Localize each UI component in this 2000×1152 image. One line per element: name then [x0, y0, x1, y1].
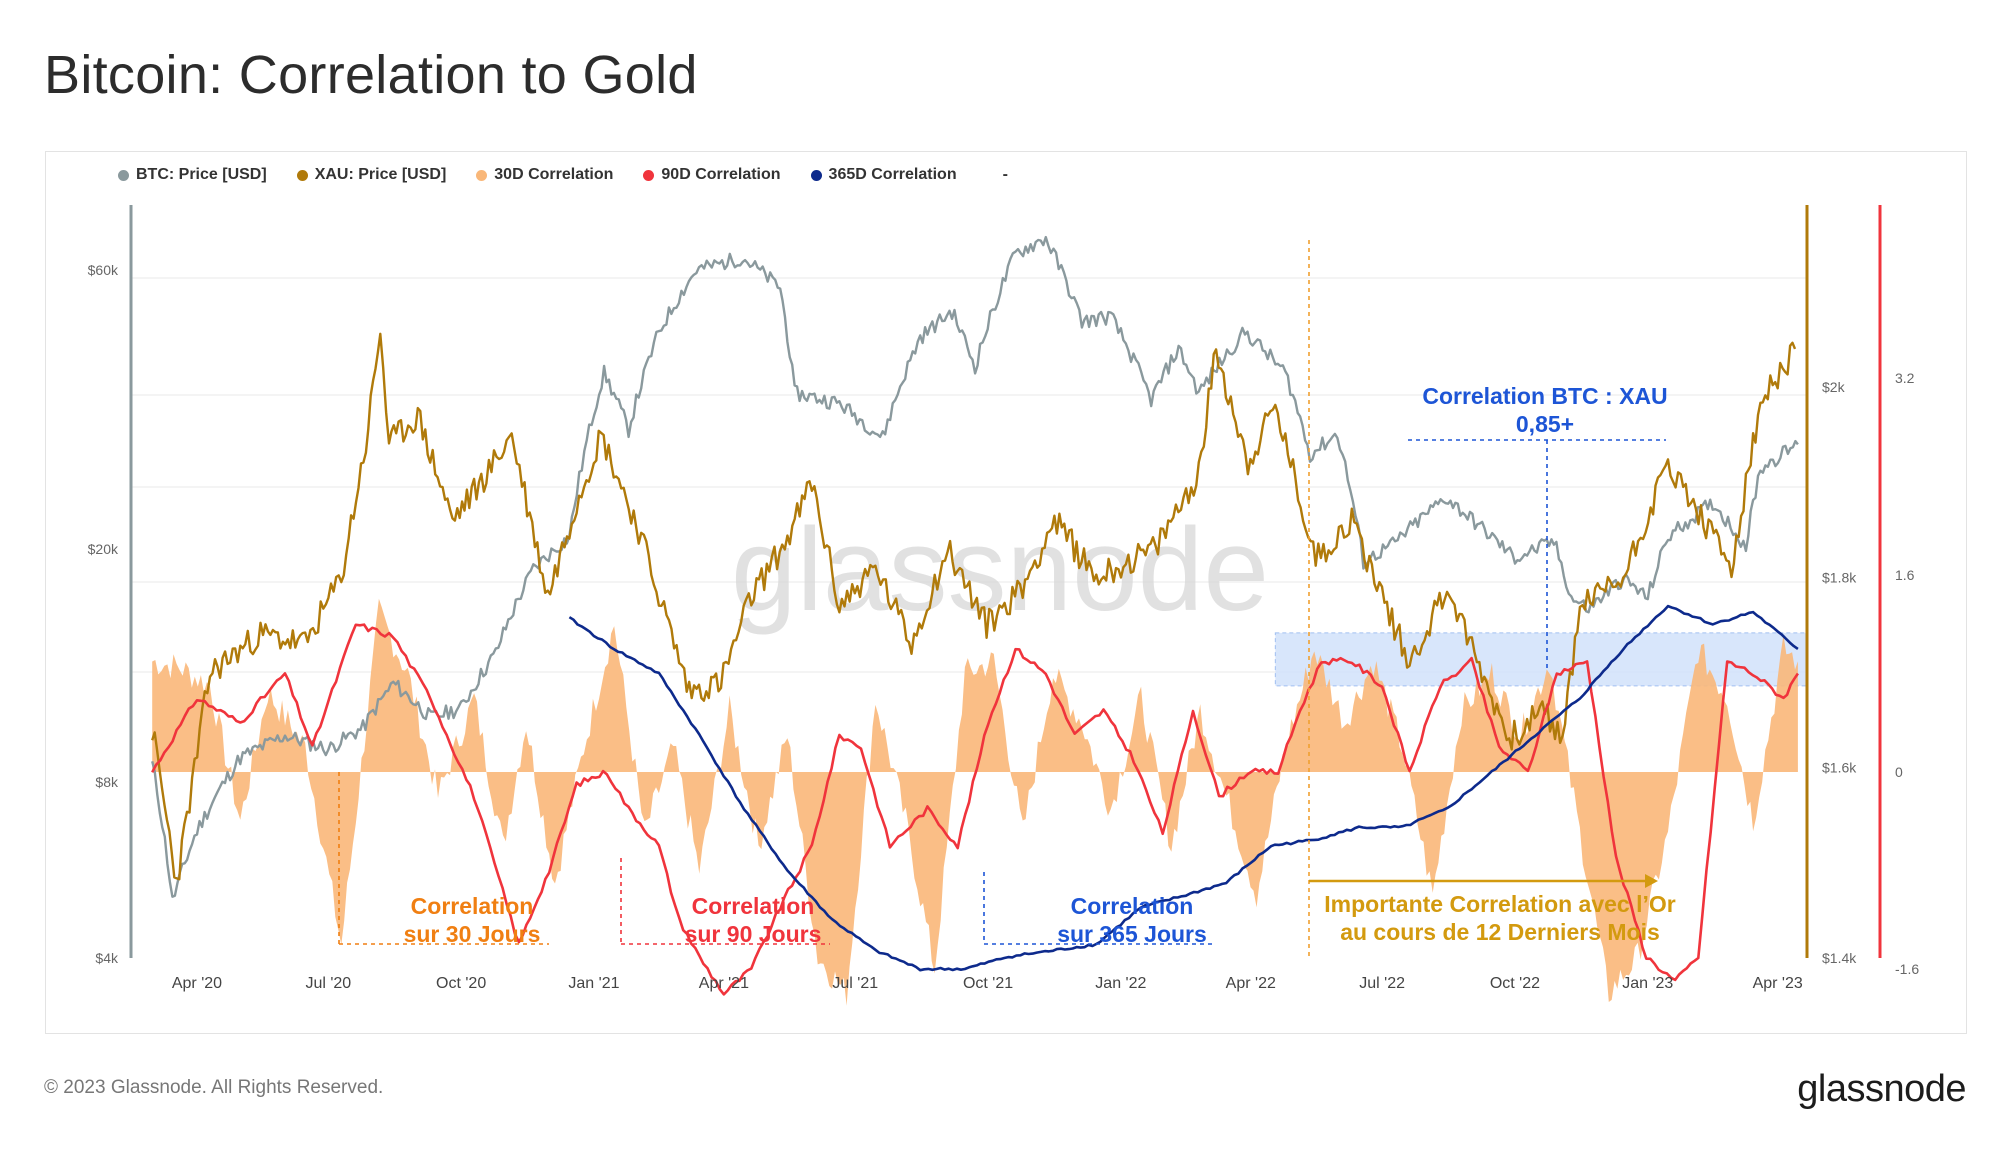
series-xau-price [151, 332, 1797, 881]
xau-tick-2: $1.6k [1822, 760, 1857, 776]
ann30-line-1: sur 30 Jours [404, 921, 541, 947]
btc-tick-2: $8k [95, 774, 119, 790]
legend-label-30d: 30D Correlation [494, 166, 614, 183]
x-tick-12: Apr '23 [1753, 975, 1803, 992]
legend-dot-btc [118, 169, 129, 181]
btc-tick-3: $4k [95, 950, 119, 966]
xau-tick-3: $1.4k [1822, 950, 1857, 966]
corr-tick-3: -1.6 [1895, 961, 1919, 977]
btc-tick-1: $20k [88, 541, 119, 557]
btcxau-line-1: 0,85+ [1516, 411, 1574, 437]
glassnode-logo[interactable]: glassnode [1797, 1068, 1966, 1110]
x-tick-9: Jul '22 [1359, 975, 1405, 992]
x-tick-3: Jan '21 [568, 975, 619, 992]
x-tick-0: Apr '20 [172, 975, 222, 992]
series-90d-correlation [151, 623, 1799, 996]
x-tick-1: Jul '20 [305, 975, 351, 992]
x-tick-8: Apr '22 [1226, 975, 1276, 992]
legend-item-365d[interactable]: 365D Correlation [810, 166, 957, 184]
legend-dot-365d [810, 169, 822, 181]
legend-dot-xau [296, 169, 308, 181]
highlight-layer [1274, 632, 1809, 687]
x-tick-5: Jul '21 [832, 975, 878, 992]
legend-label-dash: - [1002, 166, 1008, 183]
chart-panel [45, 151, 1967, 1034]
series-365d-correlation [568, 604, 1799, 972]
xau-tick-0: $2k [1822, 379, 1846, 395]
ann90-line-1: sur 90 Jours [685, 921, 822, 947]
annImp-arrow-head [1645, 874, 1658, 888]
chart-legend: BTC: Price [USD] XAU: Price [USD] 30D Co… [118, 166, 1008, 184]
btc-tick-0: $60k [88, 262, 119, 278]
series-30d-correlation [152, 598, 1798, 1006]
page-title: Bitcoin: Correlation to Gold [44, 45, 698, 105]
series-layer [151, 235, 1799, 1006]
legend-item-30d[interactable]: 30D Correlation [476, 166, 613, 184]
series-btc-price [151, 235, 1799, 898]
legend-item-dash[interactable]: - [987, 166, 1008, 184]
x-tick-4: Apr '21 [699, 975, 749, 992]
x-tick-7: Jan '22 [1095, 975, 1146, 992]
ann365-line-1: sur 365 Jours [1057, 921, 1207, 947]
btcxau-line-0: Correlation BTC : XAU [1422, 383, 1667, 409]
annImp-line-1: au cours de 12 Derniers Mois [1340, 919, 1660, 945]
correlation-highlight-band [1274, 632, 1809, 687]
xau-tick-1: $1.8k [1822, 569, 1857, 585]
corr-tick-2: 0 [1895, 764, 1903, 780]
watermark: glassnode [731, 504, 1269, 636]
copyright-footer: © 2023 Glassnode. All Rights Reserved. [44, 1077, 384, 1098]
legend-label-btc: BTC: Price [USD] [136, 166, 267, 183]
legend-item-btc[interactable]: BTC: Price [USD] [118, 166, 267, 184]
x-tick-6: Oct '21 [963, 975, 1013, 992]
ann365-line-0: Correlation [1071, 893, 1194, 919]
ann90-line-0: Correlation [692, 893, 815, 919]
legend-label-90d: 90D Correlation [661, 166, 781, 183]
legend-label-xau: XAU: Price [USD] [314, 166, 447, 183]
x-tick-2: Oct '20 [436, 975, 486, 992]
legend-label-365d: 365D Correlation [828, 166, 957, 183]
legend-dot-90d [643, 169, 655, 181]
x-tick-10: Oct '22 [1490, 975, 1540, 992]
legend-item-90d[interactable]: 90D Correlation [643, 166, 781, 184]
x-tick-11: Jan '23 [1622, 975, 1673, 992]
corr-tick-1: 1.6 [1895, 567, 1915, 583]
annImp-line-0: Importante Correlation avec l’Or [1324, 891, 1676, 917]
legend-item-xau[interactable]: XAU: Price [USD] [296, 166, 447, 184]
corr-tick-0: 3.2 [1895, 370, 1915, 386]
legend-dot-30d [476, 169, 488, 181]
axis-layer: $60k $20k $8k $4k $2k $1.8k $1.6k $1.4k 3.2 1.6 0 -… [88, 205, 1919, 992]
ann30-line-0: Correlation [411, 893, 534, 919]
